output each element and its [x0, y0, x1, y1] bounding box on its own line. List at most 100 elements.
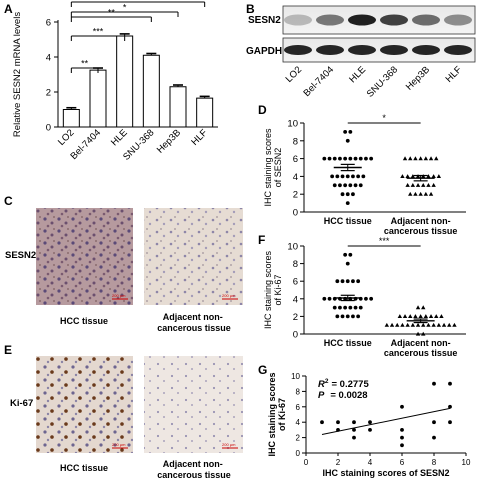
data-point — [405, 183, 410, 187]
data-point — [405, 322, 410, 327]
x-tick-label: LO2 — [56, 127, 76, 147]
data-point — [353, 156, 358, 161]
data-point — [436, 174, 442, 178]
data-point — [348, 130, 353, 134]
data-point — [345, 261, 350, 266]
blot-band-sesn2 — [380, 14, 408, 26]
data-point — [352, 428, 356, 432]
chart-f-scatter: 0 2 4 6 8 10 IHC staining scoresof Ki-67 HCC ti… — [263, 236, 466, 358]
ihc-image-adjacent-sesn2 — [144, 208, 243, 305]
y-axis-label-line: IHC staining scores — [267, 372, 277, 456]
x-tick-label: 6 — [400, 458, 405, 467]
blot-lane-label: LO2 — [284, 64, 304, 84]
blot-label-gapdh: GAPDH — [246, 46, 282, 57]
bar — [89, 69, 107, 128]
data-point — [369, 156, 374, 161]
data-point — [400, 428, 404, 432]
data-point — [332, 183, 337, 188]
blot-lane-label: SNU-368 — [365, 64, 400, 99]
panel-label-g: G — [258, 363, 267, 377]
y-tick-label: 6 — [293, 154, 298, 165]
data-point — [343, 183, 348, 188]
scalebar-text: 200 μm — [112, 442, 126, 447]
data-point — [352, 420, 356, 425]
x-category-label-line: cancerous tissue — [384, 348, 458, 358]
x-tick-label: 4 — [368, 458, 373, 467]
chart-g-correlation: 0 2 4 6 8 10 0 2 4 6 8 10 IHC staining scores of SES… — [267, 372, 471, 478]
panel-label-d: D — [258, 103, 267, 117]
scalebar-text: 200 μm — [222, 442, 236, 447]
data-point — [358, 305, 363, 310]
data-point — [351, 192, 355, 197]
panel-label-a: A — [4, 2, 13, 16]
x-category-label: Adjacent non-cancerous tissue — [384, 216, 458, 236]
data-point — [428, 314, 434, 318]
data-point — [352, 435, 356, 440]
data-point — [423, 156, 429, 161]
blot-gapdh-box — [282, 37, 476, 63]
x-tick-label: 8 — [432, 458, 437, 467]
blot-band-sesn2 — [284, 14, 312, 26]
y-tick-label: 8 — [293, 136, 298, 147]
sig-label: *** — [93, 27, 104, 37]
ihc-image-adjacent-ki67 — [144, 356, 243, 453]
data-point — [368, 428, 372, 432]
data-point — [351, 314, 355, 319]
blot-lane-label: Bel-7404 — [301, 64, 336, 99]
y-tick-label: 2 — [293, 190, 298, 201]
stat-r2: R2 = 0.2775 — [318, 378, 369, 390]
data-point — [369, 296, 374, 301]
sig-label: *** — [379, 236, 390, 246]
data-point — [343, 305, 348, 310]
y-tick-label: 0 — [46, 123, 51, 134]
data-point — [353, 305, 358, 310]
blot-band-gapdh — [316, 45, 344, 55]
data-point — [434, 156, 439, 161]
data-point — [452, 322, 457, 327]
data-point — [351, 174, 355, 179]
data-point — [421, 305, 426, 310]
data-point — [332, 305, 337, 310]
data-point — [345, 138, 350, 143]
chart-d-scatter: 0 2 4 6 8 10 IHC staining scoresof SESN2 HCC ti… — [263, 113, 466, 236]
blot-lane-label: Hep3B — [404, 64, 432, 92]
data-point — [345, 192, 350, 197]
data-point — [428, 156, 434, 161]
data-point — [320, 420, 324, 425]
blot-band-gapdh — [412, 45, 440, 55]
panel-label-e: E — [4, 343, 12, 357]
data-point — [415, 322, 421, 327]
data-point — [439, 314, 444, 318]
y-axis-label-line: of Ki-67 — [273, 274, 283, 305]
x-category-label-line: HCC tissue — [324, 216, 372, 226]
data-point — [345, 174, 350, 179]
data-point — [434, 314, 439, 318]
ihc-image-hcc-sesn2 — [36, 208, 133, 305]
x-tick-label: HLF — [189, 127, 210, 148]
stat-r2-exp: 2 — [325, 378, 329, 385]
caption-line: cancerous tissue — [157, 470, 231, 480]
data-point — [340, 279, 345, 284]
data-point — [400, 404, 404, 409]
data-point — [418, 314, 423, 318]
y-axis-label-line: IHC staining scores — [263, 128, 273, 207]
data-point — [421, 183, 426, 187]
sig-label: ** — [81, 59, 89, 69]
data-point — [400, 174, 405, 178]
sig-label: * — [136, 0, 140, 3]
x-category-label-line: cancerous tissue — [384, 226, 458, 236]
data-point — [413, 156, 418, 161]
data-point — [351, 279, 355, 284]
y-tick-label: 6 — [296, 403, 301, 412]
data-point — [415, 183, 421, 187]
bar — [169, 86, 187, 128]
y-axis-label-line: of Ki-67 — [277, 398, 287, 431]
y-tick-label: 0 — [293, 208, 298, 219]
x-tick-label: 10 — [462, 458, 471, 467]
caption-line: Adjacent non- — [163, 312, 223, 322]
trendline — [321, 407, 451, 436]
sig-label: * — [382, 113, 386, 123]
